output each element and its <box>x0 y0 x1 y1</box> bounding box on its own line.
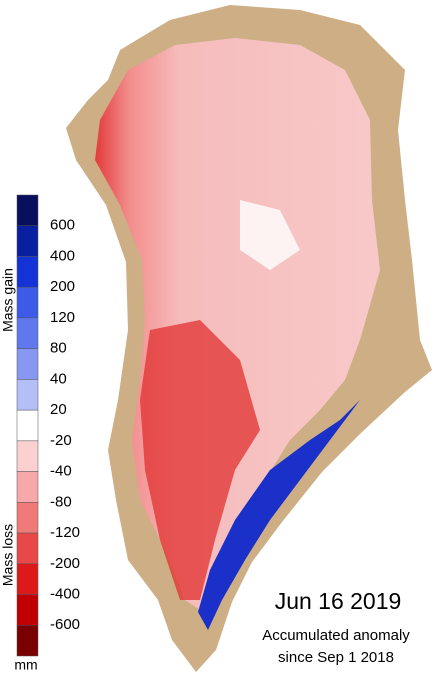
colorbar-box <box>16 194 39 226</box>
colorbar-tick-label: 200 <box>50 278 75 295</box>
colorbar-box <box>16 256 39 288</box>
colorbar-box <box>16 502 39 534</box>
colorbar-tick-label: -200 <box>50 555 80 572</box>
colorbar-box <box>16 348 39 380</box>
colorbar-box <box>16 440 39 472</box>
colorbar-box <box>16 471 39 503</box>
colorbar-tick-label: 600 <box>50 217 75 234</box>
colorbar: 600 400 200 120 80 40 20 -20 -40 -80 -120 -200 -400 -… <box>16 194 80 657</box>
colorbar-box <box>16 594 39 626</box>
colorbar-tick-label: -20 <box>50 432 72 449</box>
colorbar-tick-label: -120 <box>50 524 80 541</box>
colorbar-box <box>16 625 39 657</box>
gain-label: Mass gain <box>0 268 16 332</box>
greenland <box>66 5 432 672</box>
ice-white-patch <box>240 200 300 270</box>
date: Jun 16 2019 <box>275 588 402 614</box>
colorbar-tick-label: 120 <box>50 309 75 326</box>
unit-label: mm <box>14 657 37 673</box>
colorbar-box <box>16 409 39 442</box>
colorbar-box <box>16 532 39 565</box>
colorbar-tick-label: 80 <box>50 340 67 357</box>
colorbar-tick-label: 40 <box>50 370 67 387</box>
colorbar-box <box>16 563 39 595</box>
colorbar-box <box>16 225 39 257</box>
colorbar-box <box>16 286 39 319</box>
colorbar-tick-label: -40 <box>50 463 72 480</box>
colorbar-box <box>16 317 39 349</box>
caption-line: Accumulated anomaly <box>262 627 410 644</box>
ice-loss-west <box>140 320 260 600</box>
colorbar-tick-label: 20 <box>50 401 67 418</box>
colorbar-tick-label: -400 <box>50 586 80 603</box>
loss-label: Mass loss <box>0 524 16 586</box>
caption-line: since Sep 1 2018 <box>278 649 394 666</box>
ice-gain-southeast <box>198 400 360 630</box>
colorbar-tick-label: 400 <box>50 247 75 264</box>
colorbar-tick-label: -80 <box>50 493 72 510</box>
colorbar-tick-label: -600 <box>50 616 80 633</box>
colorbar-box <box>16 379 39 411</box>
